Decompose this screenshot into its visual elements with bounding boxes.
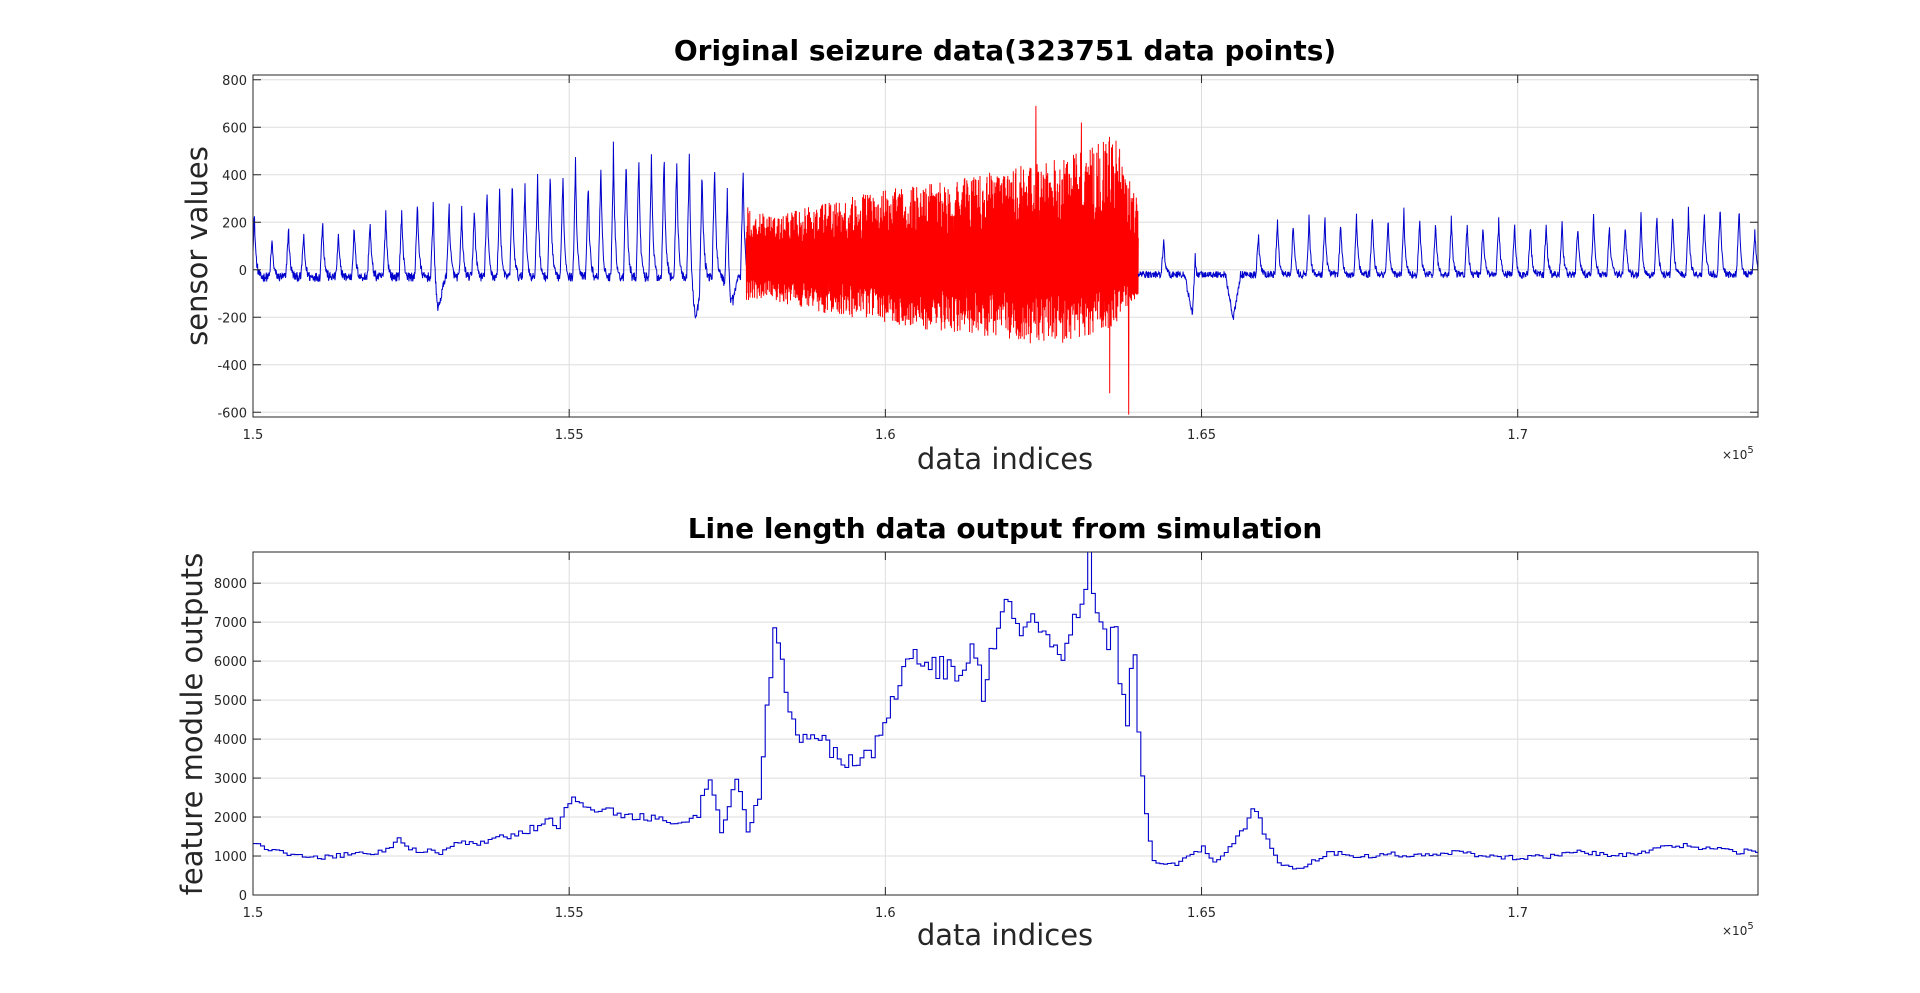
x-tick-label: 1.7 bbox=[1507, 428, 1528, 443]
y-tick-label: -400 bbox=[217, 359, 247, 374]
y-tick-label: 200 bbox=[222, 216, 247, 231]
x-axis-label: data indices bbox=[917, 442, 1093, 476]
chart-title: Original seizure data(323751 data points… bbox=[674, 34, 1336, 67]
x-tick-label: 1.6 bbox=[875, 906, 896, 921]
x-exponent-label: ×105 bbox=[1722, 445, 1754, 462]
chart-title: Line length data output from simulation bbox=[688, 512, 1323, 545]
x-tick-label: 1.55 bbox=[555, 428, 584, 443]
y-tick-label: -200 bbox=[217, 311, 247, 326]
y-axis-label: sensor values bbox=[180, 146, 214, 346]
x-tick-label: 1.5 bbox=[243, 906, 264, 921]
line-length-chart: Line length data output from simulation … bbox=[175, 512, 1759, 952]
axis-ticks: 1.5 1.55 1.6 1.65 1.7 -600 -400 -200 0 200 400 600 8… bbox=[217, 74, 1758, 443]
y-tick-label: 600 bbox=[222, 121, 247, 136]
x-exponent-label: ×105 bbox=[1722, 921, 1754, 938]
y-tick-label: 400 bbox=[222, 169, 247, 184]
axes-box bbox=[252, 74, 1759, 418]
y-axis-label: feature module outputs bbox=[175, 553, 209, 896]
y-tick-label: 7000 bbox=[214, 616, 247, 631]
normal-series-line bbox=[252, 141, 747, 320]
x-tick-label: 1.5 bbox=[243, 428, 264, 443]
data-series bbox=[253, 551, 1758, 870]
grid-lines bbox=[252, 552, 1758, 896]
x-tick-label: 1.55 bbox=[555, 906, 584, 921]
seizure-series-line bbox=[745, 105, 1139, 415]
normal-series-line bbox=[1137, 206, 1759, 320]
y-tick-label: 800 bbox=[222, 74, 247, 89]
x-tick-label: 1.65 bbox=[1187, 906, 1216, 921]
x-tick-label: 1.65 bbox=[1187, 428, 1216, 443]
y-tick-label: 0 bbox=[239, 264, 247, 279]
y-tick-label: 1000 bbox=[214, 850, 247, 865]
x-tick-label: 1.6 bbox=[875, 428, 896, 443]
x-axis-label: data indices bbox=[917, 918, 1093, 952]
y-tick-label: 0 bbox=[239, 889, 247, 904]
y-tick-label: 4000 bbox=[214, 733, 247, 748]
x-tick-label: 1.7 bbox=[1507, 906, 1528, 921]
y-tick-label: 3000 bbox=[214, 772, 247, 787]
axes-box bbox=[252, 551, 1759, 896]
y-tick-label: 2000 bbox=[214, 811, 247, 826]
y-tick-label: 6000 bbox=[214, 655, 247, 670]
axis-ticks: 1.5 1.55 1.6 1.65 1.7 0 1000 2000 3000 4000 5000 60… bbox=[214, 552, 1758, 921]
line-length-series-line bbox=[253, 551, 1758, 870]
y-tick-label: 5000 bbox=[214, 694, 247, 709]
y-tick-label: -600 bbox=[217, 406, 247, 421]
seizure-data-chart: Original seizure data(323751 data points… bbox=[180, 34, 1759, 476]
y-tick-label: 8000 bbox=[214, 577, 247, 592]
data-series bbox=[252, 105, 1759, 415]
